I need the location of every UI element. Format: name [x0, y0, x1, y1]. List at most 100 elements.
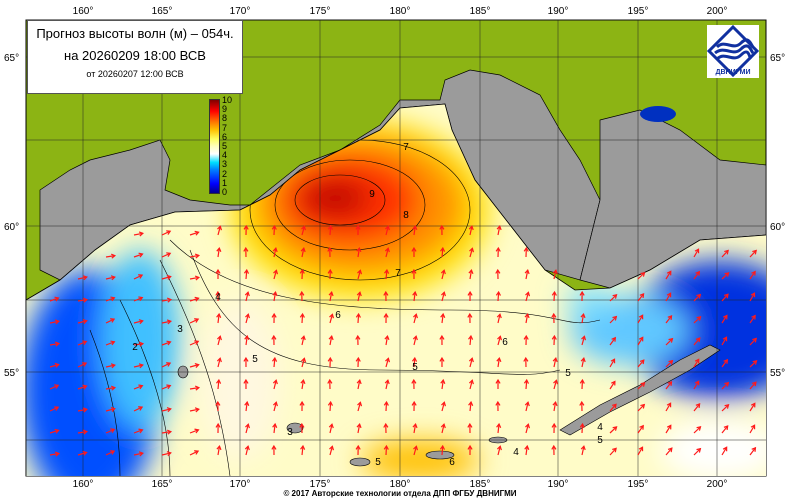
wave-arrow: [49, 406, 60, 412]
dvnigmi-logo: ДВНИГМИ: [706, 24, 760, 78]
wave-arrow: [133, 296, 144, 302]
contour-label: 4: [597, 422, 603, 433]
title-line3: от 20260207 12:00 ВСВ: [86, 69, 184, 79]
wave-arrow: [49, 384, 60, 390]
contour-label: 3: [287, 427, 293, 438]
wave-arrow: [161, 407, 172, 413]
lon-tick-label: 175°: [310, 479, 331, 490]
wave-arrow: [579, 378, 585, 390]
wave-arrow: [637, 271, 646, 280]
legend-label: 10: [222, 95, 233, 105]
wave-arrow: [439, 334, 445, 346]
wave-arrow: [77, 362, 88, 368]
title-box: Прогноз высоты волн (м) – 054ч. на 20260…: [27, 20, 243, 94]
lat-tick-label: 60°: [4, 222, 19, 233]
wave-arrow: [495, 290, 501, 302]
wave-arrow: [439, 246, 446, 258]
wave-arrow: [525, 423, 531, 434]
wave-arrow: [216, 444, 222, 456]
wave-arrow: [215, 400, 221, 412]
wave-arrow: [329, 445, 335, 456]
wave-arrow: [693, 337, 701, 346]
wave-arrow: [524, 269, 530, 280]
wave-arrow: [105, 253, 117, 259]
wave-arrow: [77, 275, 88, 281]
wave-arrow: [579, 400, 585, 412]
wave-arrow: [356, 246, 362, 258]
wave-arrow: [300, 247, 306, 258]
legend-label: 8: [222, 113, 228, 124]
wave-arrow: [551, 334, 557, 346]
lon-tick-label: 180°: [390, 479, 411, 490]
contour-label: 3: [177, 324, 183, 335]
wave-arrow: [105, 275, 116, 281]
contour-label: 7: [403, 142, 409, 153]
wave-arrow: [384, 225, 390, 236]
wave-arrow: [49, 428, 60, 434]
wave-arrow: [105, 340, 116, 346]
wave-arrow: [609, 426, 618, 434]
wave-arrow: [637, 382, 646, 390]
wave-arrow: [495, 268, 501, 280]
wave-arrow: [551, 290, 557, 302]
wave-arrow: [665, 402, 672, 412]
wave-arrow: [272, 247, 278, 258]
wave-arrow: [77, 340, 88, 346]
lon-tick-label: 185°: [470, 479, 491, 490]
wave-arrow: [749, 402, 756, 412]
wave-arrow: [496, 445, 502, 456]
contour-label: 5: [412, 362, 418, 373]
contour-label: 5: [252, 354, 258, 365]
wave-arrow: [357, 401, 363, 412]
lon-tick-label: 195°: [628, 6, 649, 17]
wave-arrow: [693, 293, 702, 302]
wave-arrow: [580, 312, 586, 324]
legend-label: 4: [222, 150, 228, 161]
wave-arrow: [693, 447, 702, 456]
wave-arrow: [412, 335, 418, 346]
wave-arrow: [523, 246, 529, 258]
wave-arrow: [665, 337, 674, 346]
wave-arrow: [552, 269, 558, 280]
wave-arrow: [189, 253, 201, 259]
wave-arrow: [579, 290, 585, 302]
wave-arrow: [665, 447, 673, 456]
contour-label: 4: [513, 447, 519, 458]
lat-tick-label: 60°: [770, 222, 785, 233]
wave-arrow: [105, 318, 116, 324]
title-line1: Прогноз высоты волн (м) – 054ч.: [36, 26, 234, 41]
legend-label: 1: [222, 177, 228, 188]
contour-label: 6: [502, 337, 508, 348]
title-line2: на 20260209 18:00 ВСВ: [64, 48, 206, 63]
lon-tick-label: 175°: [310, 6, 331, 17]
wave-arrow: [243, 268, 250, 280]
wave-arrow: [355, 224, 361, 236]
wave-arrow: [329, 313, 335, 324]
wave-arrow: [440, 312, 446, 324]
wave-arrow: [244, 445, 250, 456]
contour-label: 9: [369, 189, 375, 200]
wave-arrow: [216, 335, 222, 346]
wave-arrow: [300, 335, 306, 346]
wave-arrow: [327, 268, 333, 280]
wave-arrow: [271, 356, 278, 368]
wave-arrow: [749, 270, 756, 280]
lon-tick-label: 185°: [470, 6, 491, 17]
wave-arrow: [243, 356, 249, 368]
wave-arrow: [412, 290, 418, 302]
wave-arrow: [105, 407, 116, 413]
wave-arrow: [721, 403, 730, 412]
wave-arrow: [468, 225, 474, 236]
wave-arrow: [468, 357, 474, 368]
wave-arrow: [468, 334, 474, 346]
wave-arrow: [637, 359, 645, 368]
wave-arrow: [105, 363, 116, 369]
wave-arrow: [301, 225, 307, 236]
wave-arrow: [77, 297, 89, 303]
wave-arrow: [328, 291, 334, 302]
wave-arrow: [693, 270, 700, 280]
wave-arrow: [189, 275, 201, 281]
wave-arrow: [383, 312, 389, 324]
wave-arrow: [693, 403, 701, 412]
contour-label: 5: [597, 435, 603, 446]
